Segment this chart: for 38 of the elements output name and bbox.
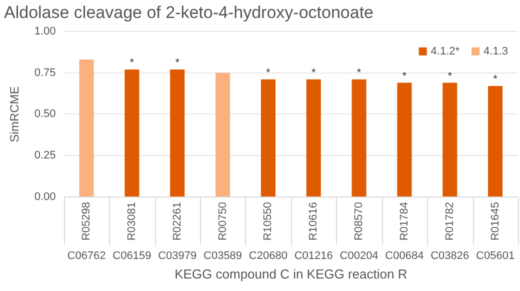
bar	[488, 86, 503, 196]
x-tick-label: R05298 C06762	[67, 202, 106, 262]
x-tick-label: R01782 C03826	[430, 202, 470, 262]
data-label: *	[356, 66, 362, 79]
x-tick-label: R01784 C00684	[385, 202, 424, 262]
data-label: *	[402, 70, 408, 82]
data-label: *	[493, 74, 498, 86]
legend-label: 4.1.3	[484, 45, 508, 58]
x-tick-label: R03081 C06159	[112, 202, 152, 262]
bar	[79, 60, 94, 196]
x-tick-label: R08570 C00204	[340, 202, 378, 262]
y-tick-label: 0.50	[34, 108, 56, 120]
data-label: *	[175, 57, 180, 70]
bar	[216, 72, 230, 196]
x-tick-label: R02261 C03979	[158, 202, 197, 262]
y-tick-label: 1.00	[34, 25, 56, 38]
y-tick-label: 0.75	[34, 66, 56, 79]
bar	[124, 69, 140, 196]
data-label: *	[448, 70, 453, 82]
bar	[442, 82, 458, 196]
legend-label: 4.1.2*	[430, 45, 460, 58]
bar	[260, 79, 276, 196]
data-label: *	[266, 66, 272, 79]
x-tick-label: R00750 C03589	[204, 202, 242, 262]
x-tick-label: R01645 C05601	[476, 202, 515, 262]
x-axis-title: KEGG compound C in KEGG reaction R	[174, 266, 408, 282]
bar	[170, 69, 185, 196]
y-axis-title: SimRCME	[8, 86, 22, 142]
bar	[306, 79, 321, 196]
x-tick-label: R10616 C01216	[294, 202, 333, 262]
bar	[352, 79, 366, 196]
bar	[397, 82, 412, 196]
y-tick-label: 0.00	[34, 191, 56, 204]
x-tick-label: R10550 C20680	[248, 202, 288, 262]
data-label: *	[311, 66, 316, 79]
chart-title: Aldolase cleavage of 2-keto-4-hydroxy-octonoate	[4, 2, 374, 22]
data-label: *	[130, 57, 135, 70]
y-tick-label: 0.25	[34, 150, 56, 162]
